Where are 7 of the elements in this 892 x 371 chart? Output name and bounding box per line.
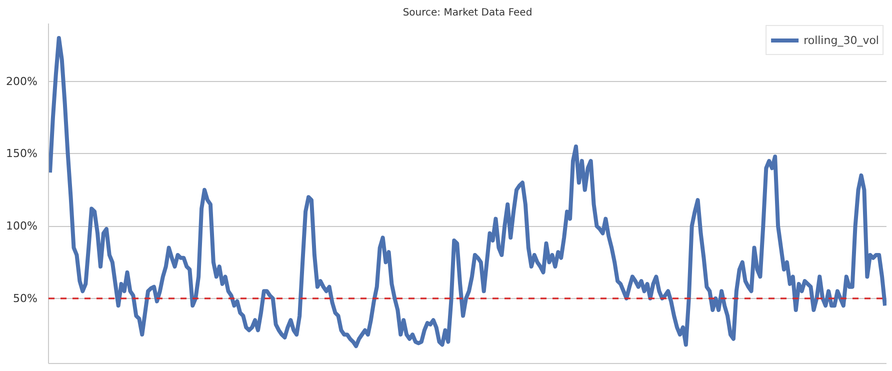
source-note: Source: Market Data Feed bbox=[402, 8, 532, 18]
y-tick-label: 150% bbox=[6, 147, 38, 160]
legend-label: rolling_30_vol bbox=[804, 34, 879, 46]
y-tick-label: 200% bbox=[6, 74, 38, 88]
y-tick-label: 50% bbox=[13, 292, 38, 305]
line-series bbox=[48, 36, 886, 348]
y-tick-label: 100% bbox=[6, 220, 38, 233]
